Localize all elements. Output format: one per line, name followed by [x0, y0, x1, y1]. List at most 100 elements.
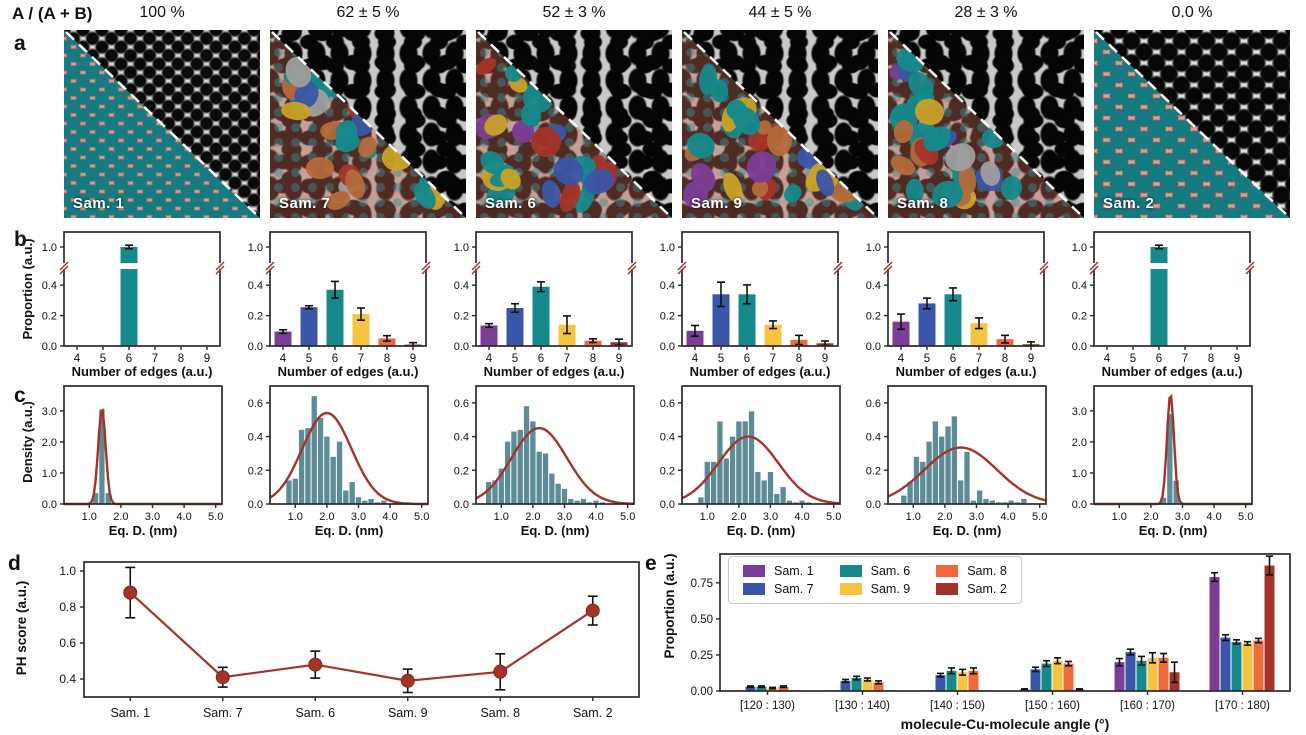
svg-text:4.0: 4.0	[382, 511, 397, 523]
svg-text:3.0: 3.0	[145, 511, 160, 523]
svg-text:0.25: 0.25	[691, 650, 713, 662]
svg-text:Proportion (a.u.): Proportion (a.u.)	[20, 238, 35, 339]
micrograph-sam-2: Sam. 2	[1094, 30, 1290, 218]
svg-text:molecule-Cu-molecule angle (°): molecule-Cu-molecule angle (°)	[901, 716, 1110, 732]
histogram-svg: 0.0 0.2 0.4 0.6 1.0 2.0 3.0 4.0 5.0 Eq. D. (nm)	[454, 385, 635, 538]
svg-text:0.4: 0.4	[59, 672, 76, 686]
svg-text:Eq. D. (nm): Eq. D. (nm)	[109, 523, 178, 538]
legend-swatch	[839, 565, 862, 577]
svg-text:1.0: 1.0	[454, 242, 469, 254]
svg-text:Eq. D. (nm): Eq. D. (nm)	[1139, 523, 1208, 538]
polygon-overlay	[476, 30, 672, 218]
svg-text:0.6: 0.6	[248, 398, 263, 410]
svg-text:5: 5	[306, 353, 312, 365]
svg-text:7: 7	[770, 353, 776, 365]
ph-score-chart: 0.4 0.6 0.8 1.0 Sam. 1 Sam. 7 Sam. 6 Sam. 9 Sam.…	[10, 548, 655, 735]
svg-text:0.6: 0.6	[866, 398, 881, 410]
svg-text:2.0: 2.0	[113, 511, 128, 523]
legend-item-sam-2: Sam. 2	[936, 582, 1007, 596]
svg-text:8: 8	[1002, 353, 1008, 365]
svg-text:0.0: 0.0	[866, 341, 881, 353]
colored-domain-blob	[476, 53, 500, 79]
colored-domain-blob	[981, 127, 1005, 149]
svg-text:5.0: 5.0	[620, 511, 635, 523]
eqd-histogram-sam-6: 0.0 0.2 0.4 0.6 1.0 2.0 3.0 4.0 5.0 Eq. D. (nm)	[430, 380, 642, 543]
svg-text:6: 6	[1156, 353, 1162, 365]
legend-swatch	[936, 565, 959, 577]
ratio-label: A / (A + B)	[12, 4, 93, 23]
svg-text:3.0: 3.0	[763, 511, 778, 523]
svg-text:5: 5	[100, 353, 106, 365]
svg-text:0.4: 0.4	[248, 432, 263, 444]
svg-text:3.0: 3.0	[351, 511, 366, 523]
panel-label-b: b	[14, 228, 27, 251]
svg-text:Number of edges (a.u.): Number of edges (a.u.)	[278, 364, 419, 379]
svg-text:Number of edges (a.u.): Number of edges (a.u.)	[896, 364, 1037, 379]
micrograph-sample-label: Sam. 6	[485, 195, 537, 212]
svg-text:8: 8	[796, 353, 802, 365]
micrograph-sample-label: Sam. 9	[691, 195, 743, 212]
svg-text:Sam. 6: Sam. 6	[295, 706, 335, 720]
eqd-histogram-sam-9: 0.0 0.2 0.4 0.6 1.0 2.0 3.0 4.0 5.0 Eq. D. (nm)	[636, 380, 848, 543]
edge-chart-sam-2: 0.0 0.2 0.4 1.0 4 5 6 7 8 9 Number of edges (a.u.)	[1048, 224, 1260, 385]
svg-text:4: 4	[74, 353, 81, 365]
svg-text:0.2: 0.2	[248, 465, 263, 477]
legend-label: Sam. 9	[870, 582, 911, 596]
polygon-overlay	[270, 30, 466, 218]
svg-text:Eq. D. (nm): Eq. D. (nm)	[727, 523, 796, 538]
svg-text:5: 5	[1130, 353, 1136, 365]
svg-text:9: 9	[204, 353, 210, 365]
svg-text:0.2: 0.2	[660, 465, 675, 477]
micrograph-sam-8: Sam. 8	[888, 30, 1084, 218]
svg-text:0.4: 0.4	[866, 280, 881, 292]
svg-text:8: 8	[178, 353, 184, 365]
edge-chart-sam-7: 0.0 0.2 0.4 1.0 4 5 6 7 8 9 Number of edges (a.u.)	[224, 224, 436, 385]
svg-text:7: 7	[1182, 353, 1188, 365]
legend-item-sam-6: Sam. 6	[839, 564, 910, 578]
eqd-histogram-sam-7: 0.0 0.2 0.4 0.6 1.0 2.0 3.0 4.0 5.0 Eq. D. (nm)	[224, 380, 436, 543]
svg-text:0.50: 0.50	[691, 614, 713, 626]
svg-text:[170 : 180): [170 : 180)	[1215, 700, 1270, 712]
svg-text:8: 8	[590, 353, 596, 365]
svg-text:0.0: 0.0	[248, 341, 263, 353]
angle-proportion-chart: 0.00 0.25 0.50 0.75 [120 : 130) [130 : 140) [1…	[660, 548, 1300, 735]
eqd-histogram-sam-2: 0.0 1.0 2.0 3.0 1.0 2.0 3.0 4.0 5.0 Eq. D. (nm)	[1048, 380, 1260, 543]
svg-text:0.2: 0.2	[454, 311, 469, 323]
svg-text:1.0: 1.0	[248, 242, 263, 254]
svg-text:Eq. D. (nm): Eq. D. (nm)	[933, 523, 1002, 538]
histogram-svg: 0.0 1.0 2.0 3.0 1.0 2.0 3.0 4.0 5.0 Eq. D. (nm) De…	[20, 385, 223, 538]
svg-text:0.4: 0.4	[1072, 280, 1087, 292]
svg-text:0.2: 0.2	[866, 465, 881, 477]
svg-text:0.2: 0.2	[248, 311, 263, 323]
svg-text:6: 6	[950, 353, 956, 365]
svg-text:0.2: 0.2	[660, 311, 675, 323]
panel-label-e: e	[645, 552, 657, 575]
svg-text:Number of edges (a.u.): Number of edges (a.u.)	[72, 364, 213, 379]
svg-text:4: 4	[486, 353, 493, 365]
svg-text:1.0: 1.0	[82, 511, 97, 523]
legend-label: Sam. 1	[774, 564, 814, 578]
svg-text:0.2: 0.2	[866, 311, 881, 323]
svg-text:1.0: 1.0	[866, 242, 881, 254]
svg-text:4: 4	[898, 353, 905, 365]
svg-text:Sam. 1: Sam. 1	[110, 706, 150, 720]
svg-text:0.6: 0.6	[454, 398, 469, 410]
svg-text:4.0: 4.0	[176, 511, 191, 523]
svg-text:4.0: 4.0	[1000, 511, 1015, 523]
svg-text:5.0: 5.0	[1238, 511, 1253, 523]
legend-label: Sam. 7	[774, 582, 814, 596]
svg-text:[140 : 150): [140 : 150)	[930, 700, 985, 712]
percentage-label-1: 100 %	[139, 4, 185, 21]
legend-swatch	[936, 583, 959, 595]
svg-text:7: 7	[358, 353, 364, 365]
micrograph-sample-label: Sam. 7	[279, 195, 331, 212]
svg-text:4: 4	[1104, 353, 1111, 365]
svg-text:4: 4	[280, 353, 287, 365]
svg-text:0.4: 0.4	[660, 280, 675, 292]
svg-text:6: 6	[744, 353, 750, 365]
svg-text:5: 5	[924, 353, 930, 365]
svg-text:3.0: 3.0	[42, 406, 57, 418]
